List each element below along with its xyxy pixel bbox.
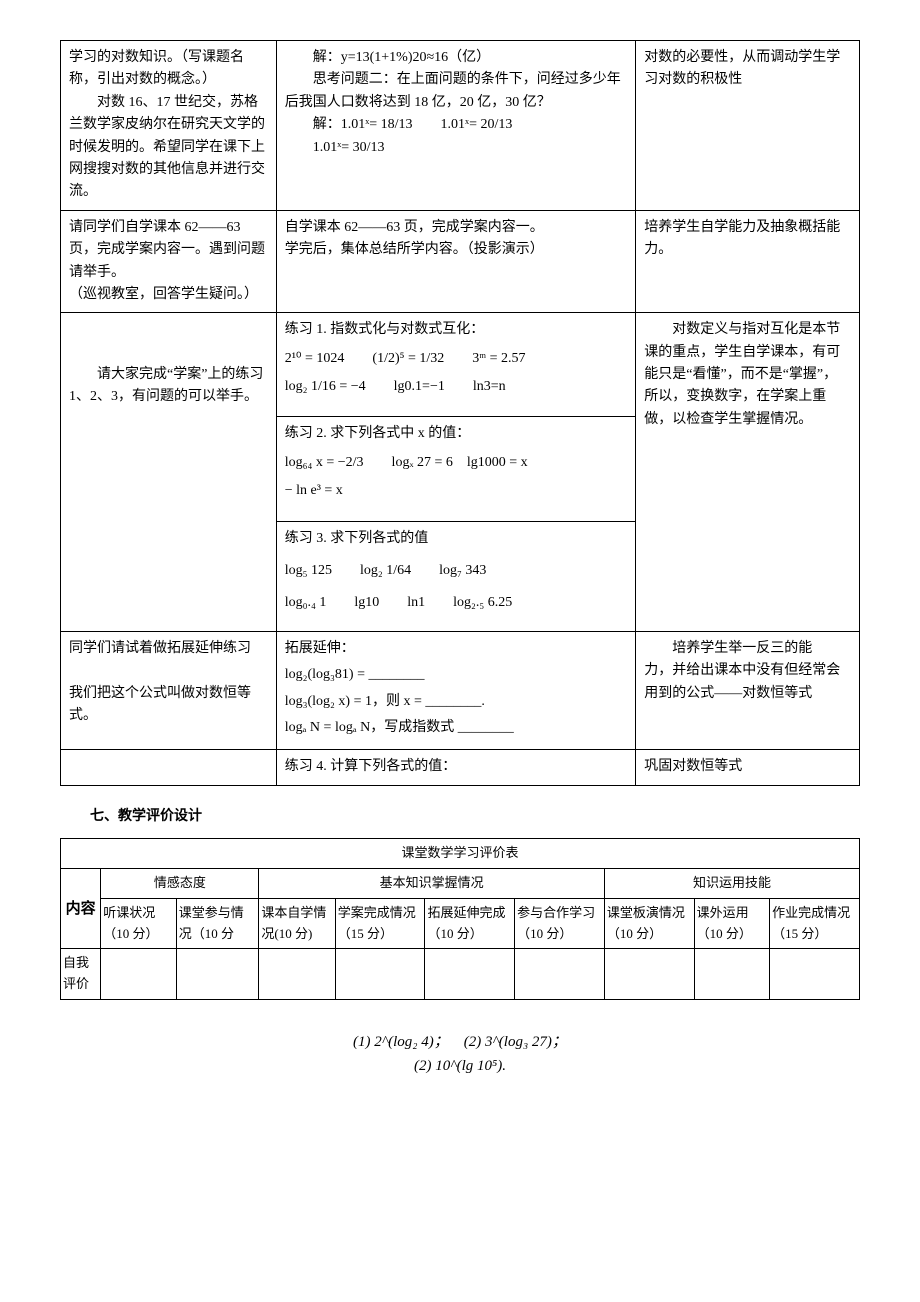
- cell-left: 请同学们自学课本 62——63 页，完成学案内容一。遇到问题请举手。 （巡视教室…: [61, 210, 277, 313]
- math-text: log₅ 125 log₂ 1/64 log₇ 343: [285, 560, 628, 582]
- math-text: log₂(log₃81) = ________: [285, 664, 628, 686]
- cell-right: 巩固对数恒等式: [636, 750, 860, 785]
- math-text: 1.01ˣ= 30/13: [285, 137, 628, 159]
- table-row: 练习 4. 计算下列各式的值： 巩固对数恒等式: [61, 750, 860, 785]
- text: 自学课本 62——63 页，完成学案内容一。: [285, 217, 628, 239]
- practice-block-3: 练习 3. 求下列各式的值 log₅ 125 log₂ 1/64 log₇ 34…: [277, 521, 636, 631]
- eval-cell: [259, 949, 335, 1000]
- eval-cell: [425, 949, 515, 1000]
- lesson-table: 学习的对数知识。（写课题名称，引出对数的概念。） 对数 16、17 世纪交，苏格…: [60, 40, 860, 786]
- group-header: 基本知识掌握情况: [259, 868, 605, 898]
- cell-left: 学习的对数知识。（写课题名称，引出对数的概念。） 对数 16、17 世纪交，苏格…: [61, 41, 277, 211]
- math-text: log₃(log₂ x) = 1，则 x = ________.: [285, 691, 628, 713]
- cell-mid: 拓展延伸： log₂(log₃81) = ________ log₃(log₂ …: [276, 631, 636, 750]
- eval-cell: [176, 949, 259, 1000]
- cell-right: 对数定义与指对互化是本节课的重点，学生自学课本，有可能只是“看懂”，而不是“掌握…: [636, 313, 860, 632]
- text: 练习 1. 指数式化与对数式互化：: [285, 319, 628, 341]
- col-header: 课堂参与情况（10 分: [176, 898, 259, 949]
- eval-cell: [770, 949, 860, 1000]
- table-row: 请同学们自学课本 62——63 页，完成学案内容一。遇到问题请举手。 （巡视教室…: [61, 210, 860, 313]
- table-row: 学习的对数知识。（写课题名称，引出对数的概念。） 对数 16、17 世纪交，苏格…: [61, 41, 860, 211]
- math-text: − ln e³ = x: [285, 480, 628, 502]
- text: 练习 4. 计算下列各式的值：: [285, 756, 628, 778]
- eval-cell: [604, 949, 694, 1000]
- text: 请大家完成“学案”上的练习 1、2、3，有问题的可以举手。: [69, 319, 268, 409]
- self-eval-label: 自我评价: [61, 949, 101, 1000]
- math-text: 解：1.01ˣ= 18/13 1.01ˣ= 20/13: [285, 114, 628, 136]
- text: 学习的对数知识。（写课题名称，引出对数的概念。） 对数 16、17 世纪交，苏格…: [69, 47, 268, 204]
- col-header: 作业完成情况（15 分）: [770, 898, 860, 949]
- text: 培养学生举一反三的能 力，并给出课本中没有但经常会用到的公式——对数恒等式: [644, 638, 851, 705]
- text: 培养学生自学能力及抽象概括能力。: [644, 217, 851, 262]
- practice-block-2: 练习 2. 求下列各式中 x 的值： log₆₄ x = −2/3 logₓ 2…: [277, 416, 636, 514]
- table-row: 请大家完成“学案”上的练习 1、2、3，有问题的可以举手。 练习 1. 指数式化…: [61, 313, 860, 632]
- text: 练习 2. 求下列各式中 x 的值：: [285, 423, 628, 445]
- text: 思考问题二：在上面问题的条件下，问经过多少年后我国人口数将达到 18 亿，20 …: [285, 69, 628, 114]
- text: 请同学们自学课本 62——63 页，完成学案内容一。遇到问题请举手。 （巡视教室…: [69, 217, 268, 307]
- col-header: 拓展延伸完成（10 分）: [425, 898, 515, 949]
- table-row: 课堂数学学习评价表: [61, 839, 860, 869]
- content-label: 内容: [61, 868, 101, 948]
- math-text: (1) 2^(log₂ 4)； (2) 3^(log₃ 27)；: [353, 1034, 567, 1050]
- eval-cell: [515, 949, 605, 1000]
- col-header: 参与合作学习（10 分）: [515, 898, 605, 949]
- col-header: 听课状况（10 分）: [101, 898, 177, 949]
- math-text: log₆₄ x = −2/3 logₓ 27 = 6 lg1000 = x: [285, 452, 628, 474]
- text: 练习 3. 求下列各式的值: [285, 528, 628, 550]
- cell-mid: 自学课本 62——63 页，完成学案内容一。 学完后，集体总结所学内容。（投影演…: [276, 210, 636, 313]
- text: 对数定义与指对互化是本节课的重点，学生自学课本，有可能只是“看懂”，而不是“掌握…: [644, 319, 851, 431]
- math-text: 2¹⁰ = 1024 (1/2)⁵ = 1/32 3ᵐ = 2.57: [285, 348, 628, 370]
- table-row: 同学们请试着做拓展延伸练习 我们把这个公式叫做对数恒等式。 拓展延伸： log₂…: [61, 631, 860, 750]
- col-header: 课本自学情况(10 分): [259, 898, 335, 949]
- col-header: 学案完成情况（15 分）: [335, 898, 425, 949]
- cell-mid: 练习 1. 指数式化与对数式互化： 2¹⁰ = 1024 (1/2)⁵ = 1/…: [276, 313, 636, 632]
- eval-cell: [335, 949, 425, 1000]
- group-header: 情感态度: [101, 868, 259, 898]
- text: 同学们请试着做拓展延伸练习 我们把这个公式叫做对数恒等式。: [69, 638, 268, 728]
- text: 对数的必要性，从而调动学生学习对数的积极性: [644, 47, 851, 92]
- cell-right: 培养学生自学能力及抽象概括能力。: [636, 210, 860, 313]
- group-header: 知识运用技能: [604, 868, 859, 898]
- cell-right: 对数的必要性，从而调动学生学习对数的积极性: [636, 41, 860, 211]
- table-row: 听课状况（10 分） 课堂参与情况（10 分 课本自学情况(10 分) 学案完成…: [61, 898, 860, 949]
- cell-left: 同学们请试着做拓展延伸练习 我们把这个公式叫做对数恒等式。: [61, 631, 277, 750]
- cell-right: 培养学生举一反三的能 力，并给出课本中没有但经常会用到的公式——对数恒等式: [636, 631, 860, 750]
- col-header: 课外运用（10 分）: [694, 898, 770, 949]
- math-text: log₀.₄ 1 lg10 ln1 log₂.₅ 6.25: [285, 592, 628, 614]
- practice-block-1: 练习 1. 指数式化与对数式互化： 2¹⁰ = 1024 (1/2)⁵ = 1/…: [277, 313, 636, 410]
- table-row: 自我评价: [61, 949, 860, 1000]
- text: 学完后，集体总结所学内容。（投影演示）: [285, 239, 628, 261]
- math-text: logₐ N = logₐ N，写成指数式 ________: [285, 717, 628, 739]
- eval-cell: [694, 949, 770, 1000]
- text: 巩固对数恒等式: [644, 756, 851, 778]
- cell-mid: 练习 4. 计算下列各式的值：: [276, 750, 636, 785]
- evaluation-table: 课堂数学学习评价表 内容 情感态度 基本知识掌握情况 知识运用技能 听课状况（1…: [60, 838, 860, 1000]
- text: 解：y=13(1+1%)20≈16（亿）: [285, 47, 628, 69]
- eval-title: 课堂数学学习评价表: [61, 839, 860, 869]
- math-text: (2) 10^(lg 10⁵).: [414, 1058, 506, 1074]
- section-title: 七、教学评价设计: [90, 806, 860, 828]
- footer-formula: (1) 2^(log₂ 4)； (2) 3^(log₃ 27)； (2) 10^…: [60, 1030, 860, 1078]
- cell-left: [61, 750, 277, 785]
- text: 拓展延伸：: [285, 638, 628, 660]
- eval-cell: [101, 949, 177, 1000]
- col-header: 课堂板演情况（10 分）: [604, 898, 694, 949]
- cell-mid: 解：y=13(1+1%)20≈16（亿） 思考问题二：在上面问题的条件下，问经过…: [276, 41, 636, 211]
- cell-left: 请大家完成“学案”上的练习 1、2、3，有问题的可以举手。: [61, 313, 277, 632]
- table-row: 内容 情感态度 基本知识掌握情况 知识运用技能: [61, 868, 860, 898]
- math-text: log₂ 1/16 = −4 lg0.1=−1 ln3=n: [285, 376, 628, 398]
